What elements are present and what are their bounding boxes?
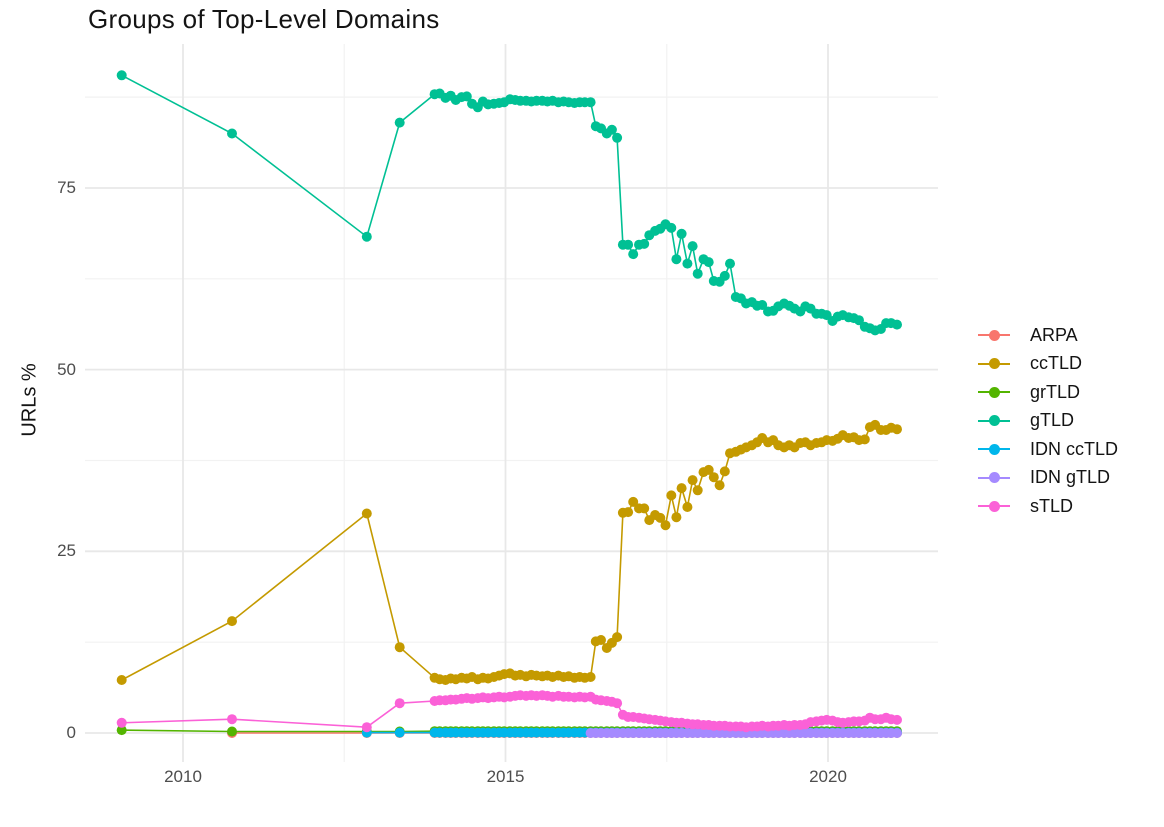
legend-key-icon — [978, 443, 1010, 455]
data-point-ccTLD — [714, 480, 725, 491]
data-point-ccTLD — [394, 642, 405, 653]
data-point-gTLD — [757, 300, 768, 310]
data-point-grTLD — [116, 725, 127, 736]
legend-item-IDN-gTLD: IDN gTLD — [978, 464, 1118, 493]
data-point-ccTLD — [682, 502, 693, 512]
data-point-gTLD — [227, 128, 237, 139]
legend-item-ARPA: ARPA — [978, 321, 1118, 350]
legend-key-dot — [988, 500, 1000, 512]
data-point-ccTLD — [892, 424, 902, 435]
legend-key-dot — [988, 415, 1000, 427]
data-point-ccTLD — [719, 466, 730, 477]
x-tick-label: 2015 — [486, 767, 525, 786]
data-point-ccTLD — [859, 434, 870, 445]
series-line-gTLD — [121, 74, 898, 332]
legend-key-icon — [978, 386, 1010, 398]
data-point-gTLD — [623, 239, 634, 250]
data-point-gTLD — [676, 228, 687, 239]
data-point-gTLD — [682, 258, 693, 269]
y-tick-label: 75 — [57, 177, 76, 197]
data-point-gTLD — [892, 319, 902, 330]
data-point-ccTLD — [666, 490, 677, 501]
data-point-sTLD — [892, 714, 902, 725]
legend-key-dot — [988, 443, 1000, 455]
legend-item-grTLD: grTLD — [978, 378, 1118, 407]
data-point-gTLD — [666, 222, 677, 233]
data-point-gTLD — [361, 231, 372, 242]
legend-label: IDN ccTLD — [1030, 438, 1119, 459]
legend-key-icon — [978, 329, 1010, 341]
data-point-ccTLD — [639, 503, 650, 514]
data-point-gTLD — [639, 238, 650, 249]
data-point-gTLD — [628, 249, 639, 260]
data-point-IDN-ccTLD — [394, 727, 405, 738]
data-point-gTLD — [461, 91, 472, 102]
data-point-gTLD — [854, 315, 864, 326]
data-point-ccTLD — [687, 475, 698, 486]
data-point-gTLD — [703, 257, 714, 268]
x-tick-label: 2010 — [164, 767, 202, 786]
data-point-ccTLD — [623, 507, 634, 518]
legend-label: grTLD — [1030, 381, 1081, 402]
legend-item-sTLD: sTLD — [978, 492, 1118, 521]
legend-label: ARPA — [1030, 324, 1078, 345]
data-point-sTLD — [227, 714, 237, 725]
y-tick-label: 0 — [66, 723, 76, 742]
data-point-ccTLD — [116, 675, 127, 685]
data-point-gTLD — [687, 241, 698, 252]
legend-label: ccTLD — [1030, 353, 1083, 374]
y-tick-label: 50 — [57, 359, 76, 379]
data-point-gTLD — [585, 97, 596, 108]
data-point-ccTLD — [703, 464, 714, 475]
data-point-ccTLD — [612, 632, 623, 643]
data-point-ccTLD — [361, 508, 372, 519]
data-point-sTLD — [612, 698, 623, 709]
legend-key-dot — [988, 386, 1000, 398]
data-point-ccTLD — [585, 672, 596, 682]
chart-title: Groups of Top-Level Domains — [88, 4, 440, 34]
data-point-ccTLD — [676, 483, 687, 494]
legend-label: sTLD — [1030, 495, 1074, 516]
data-point-gTLD — [671, 254, 682, 265]
data-point-ccTLD — [227, 616, 237, 627]
data-point-ccTLD — [671, 512, 682, 523]
legend-key-icon — [978, 358, 1010, 370]
data-point-grTLD — [227, 726, 237, 737]
data-point-gTLD — [612, 132, 623, 143]
data-point-gTLD — [692, 268, 703, 279]
legend-key-dot — [988, 329, 1000, 341]
legend-label: gTLD — [1030, 410, 1075, 431]
data-point-IDN-gTLD — [892, 728, 902, 738]
legend-key-dot — [988, 472, 1000, 484]
y-tick-label: 25 — [57, 541, 76, 561]
x-tick-label: 2020 — [809, 767, 847, 786]
data-point-ccTLD — [628, 496, 639, 507]
data-point-ccTLD — [596, 635, 606, 645]
data-point-sTLD — [361, 722, 372, 733]
data-point-gTLD — [116, 70, 127, 81]
data-point-ccTLD — [692, 485, 703, 496]
data-point-ccTLD — [708, 472, 719, 483]
data-point-gTLD — [606, 124, 617, 135]
legend-item-IDN-ccTLD: IDN ccTLD — [978, 435, 1118, 464]
data-point-ccTLD — [655, 512, 666, 523]
legend-item-gTLD: gTLD — [978, 407, 1118, 436]
legend-item-ccTLD: ccTLD — [978, 350, 1118, 379]
data-point-sTLD — [116, 717, 127, 728]
data-point-ccTLD — [660, 520, 671, 531]
data-point-gTLD — [725, 258, 735, 269]
data-point-gTLD — [719, 270, 730, 281]
legend-key-icon — [978, 500, 1010, 512]
legend: ARPA ccTLD grTLD gTLD IDN ccTLD IDN gTLD sTLD — [978, 321, 1118, 521]
legend-key-icon — [978, 415, 1010, 427]
legend-key-icon — [978, 472, 1010, 484]
legend-label: IDN gTLD — [1030, 467, 1111, 488]
legend-key-dot — [988, 358, 1000, 370]
data-point-gTLD — [394, 117, 405, 128]
data-point-sTLD — [394, 698, 405, 709]
